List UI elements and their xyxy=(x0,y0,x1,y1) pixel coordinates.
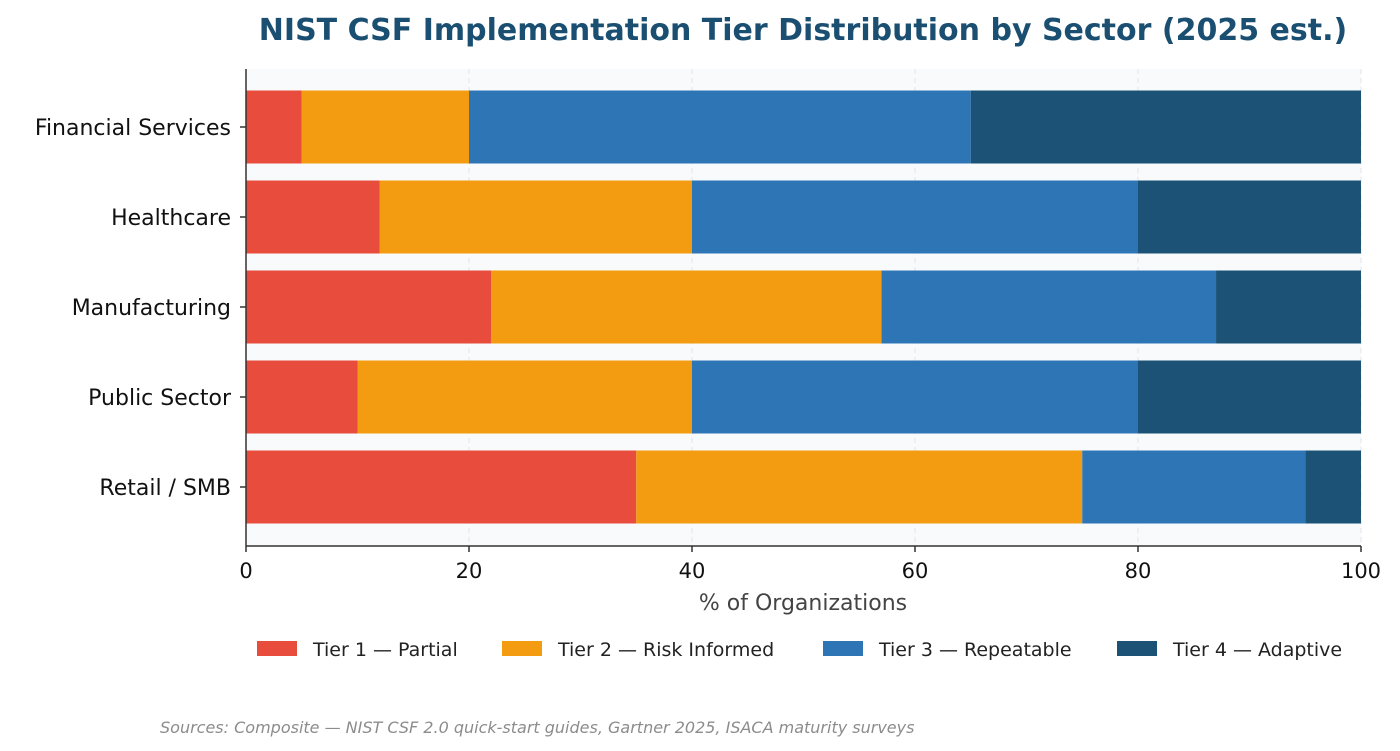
bar-segment-tier2 xyxy=(636,450,1083,524)
bar-segment-tier2 xyxy=(301,90,469,164)
bars xyxy=(246,90,1361,524)
category-label: Manufacturing xyxy=(72,296,231,321)
x-tick-label: 60 xyxy=(902,559,929,583)
bar-segment-tier2 xyxy=(379,180,692,254)
bar-segment-tier3 xyxy=(692,360,1138,434)
bar-segment-tier1 xyxy=(246,90,302,164)
bar-segment-tier3 xyxy=(469,90,971,164)
legend-label: Tier 3 — Repeatable xyxy=(878,639,1072,661)
x-tick-label: 80 xyxy=(1125,559,1152,583)
legend-label: Tier 1 — Partial xyxy=(312,639,458,661)
legend-swatch xyxy=(257,641,297,656)
bar-segment-tier1 xyxy=(246,450,637,524)
bar-segment-tier4 xyxy=(1216,270,1361,344)
x-axis-ticks: 0 20 40 60 80 100 xyxy=(239,546,1381,583)
x-tick-label: 40 xyxy=(679,559,706,583)
bar-segment-tier4 xyxy=(970,90,1361,164)
category-label: Healthcare xyxy=(111,206,231,231)
bar-segment-tier4 xyxy=(1138,360,1361,434)
legend-swatch xyxy=(1117,641,1157,656)
bar-segment-tier3 xyxy=(692,180,1138,254)
x-tick-label: 100 xyxy=(1341,559,1381,583)
bar-segment-tier1 xyxy=(246,360,358,434)
legend-label: Tier 4 — Adaptive xyxy=(1172,639,1342,661)
x-tick-label: 20 xyxy=(456,559,483,583)
bar-segment-tier1 xyxy=(246,180,380,254)
category-labels: Financial Services Healthcare Manufacturin… xyxy=(35,116,246,501)
bar-segment-tier2 xyxy=(491,270,882,344)
legend: Tier 1 — Partial Tier 2 — Risk Informed Ti… xyxy=(257,639,1342,661)
legend-swatch xyxy=(502,641,542,656)
source-note: Sources: Composite — NIST CSF 2.0 quick-… xyxy=(160,718,914,737)
x-tick-label: 0 xyxy=(239,559,252,583)
bar-segment-tier1 xyxy=(246,270,492,344)
bar-segment-tier4 xyxy=(1138,180,1361,254)
category-label: Financial Services xyxy=(35,116,231,141)
legend-swatch xyxy=(823,641,863,656)
bar-segment-tier2 xyxy=(357,360,692,434)
bar-segment-tier4 xyxy=(1305,450,1361,524)
x-axis-label: % of Organizations xyxy=(699,591,907,616)
legend-label: Tier 2 — Risk Informed xyxy=(557,639,774,661)
bar-segment-tier3 xyxy=(1082,450,1306,524)
category-label: Retail / SMB xyxy=(99,476,231,501)
chart-title: NIST CSF Implementation Tier Distributio… xyxy=(259,13,1347,48)
bar-segment-tier3 xyxy=(881,270,1217,344)
category-label: Public Sector xyxy=(88,386,232,411)
